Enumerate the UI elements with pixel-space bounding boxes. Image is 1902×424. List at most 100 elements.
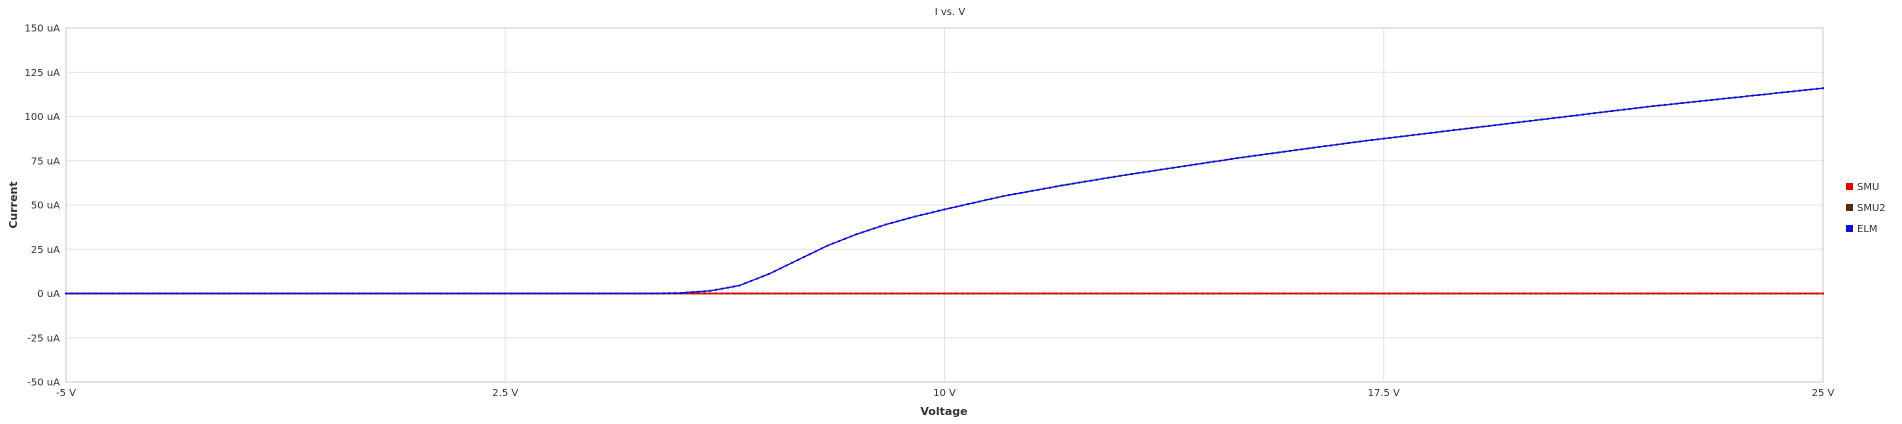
data-point xyxy=(123,292,126,295)
data-point xyxy=(1716,98,1719,101)
chart-title: I vs. V xyxy=(935,7,966,18)
data-point xyxy=(1095,292,1098,295)
data-point xyxy=(1687,292,1690,295)
data-point xyxy=(1107,292,1110,295)
data-point xyxy=(1031,189,1034,192)
x-tick-label: 10 V xyxy=(933,388,956,399)
data-point xyxy=(1529,292,1532,295)
data-point xyxy=(258,292,261,295)
data-point xyxy=(820,247,823,250)
data-point xyxy=(1505,292,1508,295)
data-point xyxy=(1710,292,1713,295)
data-point xyxy=(1447,129,1450,132)
data-point xyxy=(516,292,518,295)
data-point xyxy=(1652,105,1655,108)
data-point xyxy=(1546,292,1549,295)
data-point xyxy=(732,285,735,288)
data-point xyxy=(1125,292,1128,295)
data-point xyxy=(1253,154,1256,157)
data-point xyxy=(1002,292,1005,295)
data-point xyxy=(1201,162,1204,165)
data-point xyxy=(1669,292,1672,295)
data-point xyxy=(990,197,993,200)
data-point xyxy=(1095,178,1098,181)
y-tick-label: 125 uA xyxy=(25,68,61,79)
data-point xyxy=(925,212,928,215)
data-point xyxy=(1371,139,1373,141)
data-point xyxy=(1769,292,1772,295)
data-point xyxy=(615,292,618,295)
data-point xyxy=(1201,292,1204,295)
data-point xyxy=(1564,292,1567,295)
data-point xyxy=(1218,292,1221,295)
data-point xyxy=(1816,292,1819,295)
data-point xyxy=(621,292,624,295)
data-point xyxy=(738,292,741,295)
data-point xyxy=(1195,292,1198,295)
data-point xyxy=(1154,292,1157,295)
data-point xyxy=(1558,116,1561,119)
data-point xyxy=(703,290,706,293)
data-point xyxy=(100,292,103,295)
data-point xyxy=(82,292,85,295)
data-point xyxy=(1552,117,1555,120)
data-point xyxy=(738,284,741,287)
data-point xyxy=(188,292,190,295)
data-point xyxy=(1722,97,1725,100)
data-point xyxy=(1224,292,1227,295)
data-point xyxy=(703,292,706,295)
data-point xyxy=(1453,292,1455,295)
data-point xyxy=(410,292,413,295)
data-point xyxy=(1265,292,1268,295)
data-point xyxy=(1699,292,1701,295)
data-point xyxy=(978,292,981,295)
data-point xyxy=(1769,92,1772,95)
data-point xyxy=(1072,182,1075,185)
data-point xyxy=(492,292,495,295)
data-point xyxy=(861,292,864,295)
data-point xyxy=(773,292,776,295)
data-point xyxy=(1464,127,1467,130)
data-point xyxy=(914,292,917,295)
data-point xyxy=(1382,137,1385,140)
plot-frame xyxy=(65,27,1824,383)
data-point xyxy=(849,235,852,238)
data-point xyxy=(299,292,302,295)
data-point xyxy=(1248,292,1250,295)
data-point xyxy=(756,292,759,295)
data-point xyxy=(334,292,337,295)
data-point xyxy=(1529,119,1532,122)
data-point xyxy=(111,292,114,295)
data-point xyxy=(270,292,272,295)
data-point xyxy=(1359,292,1362,295)
data-point xyxy=(480,292,483,295)
data-point xyxy=(1435,131,1438,134)
y-tick-label: -50 uA xyxy=(27,378,60,389)
data-point xyxy=(797,258,800,261)
data-point xyxy=(1148,170,1151,173)
data-point xyxy=(135,292,138,295)
data-point xyxy=(1259,292,1262,295)
data-point xyxy=(838,292,841,295)
data-point xyxy=(451,292,454,295)
data-point xyxy=(1499,123,1502,126)
data-point xyxy=(1335,143,1338,146)
data-point xyxy=(1177,292,1180,295)
data-point xyxy=(1300,148,1303,151)
x-axis-ticks: -5 V 2.5 V 10 V 17.5 V 25 V xyxy=(56,388,1835,399)
data-point xyxy=(650,292,653,295)
data-point xyxy=(1119,292,1122,295)
data-point xyxy=(1054,292,1057,295)
data-point xyxy=(832,242,835,245)
data-point xyxy=(1002,195,1005,198)
data-point xyxy=(961,292,964,295)
data-point xyxy=(955,292,958,295)
y-tick-label: 75 uA xyxy=(31,156,60,167)
legend-item-smu2: SMU2 xyxy=(1846,203,1886,214)
data-point xyxy=(896,220,899,223)
data-point xyxy=(475,292,477,295)
x-axis-title: Voltage xyxy=(920,405,967,418)
data-point xyxy=(428,292,431,295)
data-point xyxy=(562,292,565,295)
data-point xyxy=(1084,292,1087,295)
